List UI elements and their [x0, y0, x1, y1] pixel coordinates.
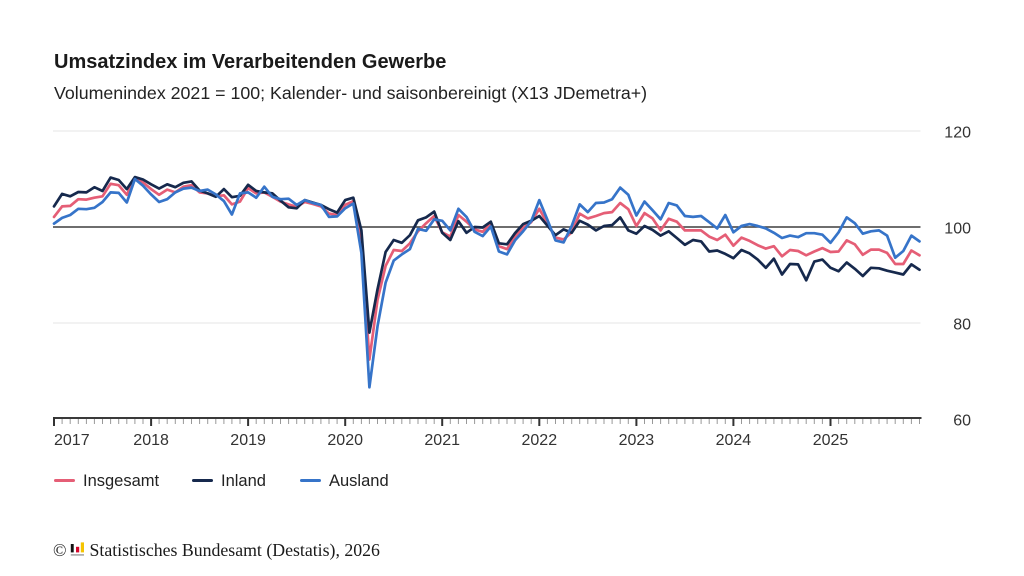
svg-text:80: 80	[953, 317, 971, 334]
svg-text:Statistisches Bundesamt (Desta: Statistisches Bundesamt (Destatis), 2026	[90, 540, 381, 561]
svg-text:Inland: Inland	[221, 472, 266, 490]
svg-text:2019: 2019	[230, 432, 266, 449]
svg-text:100: 100	[944, 221, 971, 238]
svg-text:2017: 2017	[54, 432, 90, 449]
svg-text:2023: 2023	[619, 432, 655, 449]
svg-text:2022: 2022	[522, 432, 558, 449]
svg-text:2020: 2020	[327, 432, 363, 449]
svg-text:Ausland: Ausland	[329, 472, 389, 490]
svg-text:60: 60	[953, 413, 971, 430]
svg-text:2018: 2018	[133, 432, 169, 449]
svg-text:2024: 2024	[716, 432, 752, 449]
svg-text:120: 120	[944, 125, 971, 142]
svg-text:Insgesamt: Insgesamt	[83, 472, 160, 490]
svg-text:2025: 2025	[813, 432, 849, 449]
svg-text:2021: 2021	[424, 432, 460, 449]
svg-text:©: ©	[53, 540, 67, 560]
